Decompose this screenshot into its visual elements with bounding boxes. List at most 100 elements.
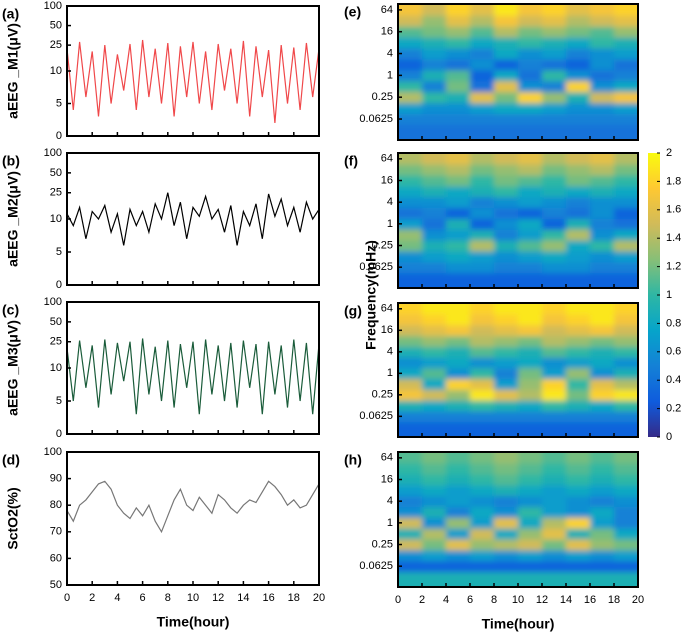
heatmap-cell [470,153,495,165]
heatmap-cell [470,571,495,587]
heatmap-cell [566,261,591,274]
heatmap-cell [542,48,567,60]
heatmap-cell [566,410,591,423]
panel-label: (c) [2,302,19,318]
heatmap-cell [470,389,495,401]
heatmap-cell [542,37,567,49]
heatmap-cell [614,389,638,401]
heatmap-cell [398,272,423,288]
heatmap-cell [590,91,615,104]
heatmap-cell [494,528,519,540]
heatmap-cell [422,539,447,551]
colorbar-tick-label: 2 [666,147,672,159]
heatmap-cell [446,474,471,486]
x-tick-label: 8 [165,592,171,604]
heatmap-cell [398,474,423,486]
heatmap-cell [566,389,591,401]
heatmap-cell [614,324,638,337]
heatmap-cell [398,421,423,437]
heatmap-cell [470,69,495,82]
heatmap-cell [398,175,423,187]
heatmap-cell [614,261,638,274]
heatmap-cell [422,389,447,401]
heatmap-cell [590,367,615,380]
heatmap-cell [590,346,615,358]
y-tick-label: 0.0625 [359,113,393,125]
heatmap-cell [446,218,471,230]
panel-label: (e) [344,4,361,20]
heatmap-cell [614,452,638,464]
heatmap-cell [398,69,423,82]
heatmap-cell [470,539,495,551]
y-tick-label: 5 [56,395,62,407]
plot-area [67,480,319,534]
heatmap-cell [494,91,519,104]
y-tick-label: 10 [50,65,62,77]
heatmap-cell [470,240,495,252]
heatmap-cell [542,335,567,347]
heatmap-cell [494,495,519,508]
heatmap-cell [542,303,567,315]
plot-frame [66,301,320,435]
heatmap-cell [470,26,495,38]
heatmap-cell [518,113,543,125]
heatmap-cell [614,48,638,60]
heatmap-cell [494,474,519,486]
x-tick-label: 2 [419,594,425,606]
heatmap-cell [566,324,591,337]
heatmap-cell [446,517,471,529]
heatmap-cell [518,495,543,508]
heatmap-cell [518,303,543,315]
heatmap-cell [398,463,423,475]
series-line [67,338,319,415]
heatmap-cell [494,240,519,252]
colorbar-tick-label: 0.8 [666,317,681,329]
heatmap-cell [494,37,519,49]
heatmap-cell [446,153,471,165]
heatmap-cell [422,261,447,274]
heatmap-cell [494,4,519,16]
heatmap-cell [446,58,471,71]
heatmap-cell [566,367,591,380]
heatmap-cell [398,113,423,125]
heatmap-cell [470,164,495,176]
heatmap-cell [518,48,543,60]
y-tick-label: 0.0625 [359,261,393,273]
y-axis-label: aEEG _M3(μV) [5,320,21,416]
heatmap-cell [494,484,519,497]
y-tick-label: 90 [50,473,62,485]
heatmap-cell [518,261,543,274]
heatmap-cell [614,207,638,219]
y-tick-label: 70 [50,526,62,538]
heatmap-cell [542,272,567,288]
heatmap-cell [614,400,638,412]
y-tick-label: 0.25 [372,538,393,550]
heatmap-cell [422,421,447,437]
heatmap-cell [398,58,423,71]
heatmap-cell [422,113,447,125]
heatmap-cell [518,517,543,529]
heatmap-cell [614,517,638,529]
heatmap-cell [566,69,591,82]
heatmap-cell [566,102,591,115]
heatmap-cell [422,240,447,252]
heatmap-cell [398,196,423,209]
x-tick-label: 0 [64,592,70,604]
heatmap-cell [398,484,423,497]
y-tick-label: 50 [50,19,62,31]
heatmap-cell [518,164,543,176]
heatmap-cell [614,69,638,82]
heatmap-cell [470,272,495,288]
heatmap-cell [542,91,567,104]
heatmap-cell [398,571,423,587]
heatmap-cell [470,261,495,274]
heatmap-cell [614,378,638,390]
heatmap-cell [470,549,495,562]
colorbar-tick-label: 0.2 [666,403,681,415]
heatmap-cell [590,48,615,60]
heatmap-cell [590,4,615,16]
heatmap-cell [494,185,519,198]
heatmap-cell [470,37,495,49]
heatmap-cell [422,164,447,176]
heatmap-cell [590,26,615,38]
